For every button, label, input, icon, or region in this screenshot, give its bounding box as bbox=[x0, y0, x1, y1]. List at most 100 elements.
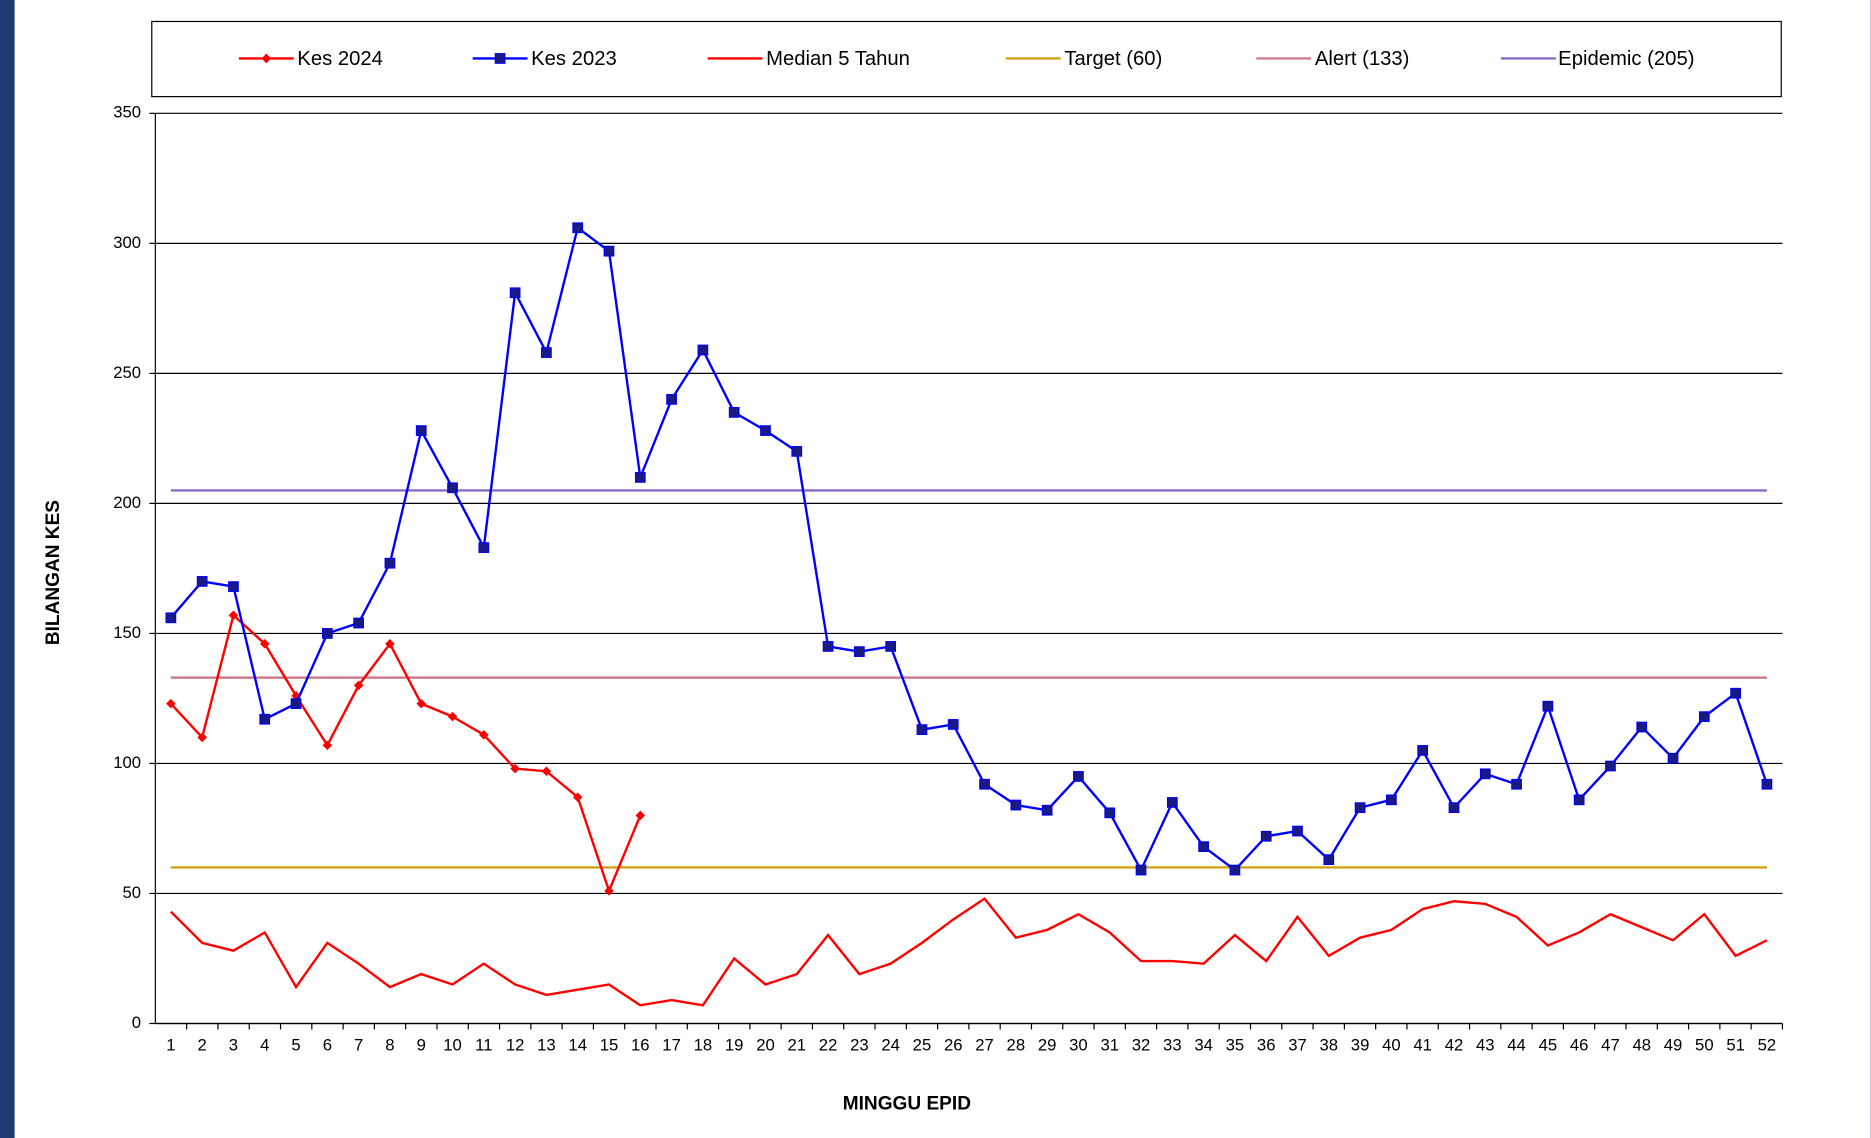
x-tick-label: 6 bbox=[323, 1036, 332, 1055]
x-tick-label: 39 bbox=[1351, 1036, 1370, 1055]
point bbox=[822, 641, 834, 652]
x-tick-label: 23 bbox=[850, 1036, 869, 1055]
y-axis-title: BILANGAN KES bbox=[43, 500, 64, 645]
x-tick-label: 18 bbox=[694, 1036, 713, 1055]
point bbox=[1386, 794, 1397, 806]
point bbox=[1479, 768, 1491, 780]
point bbox=[353, 680, 364, 691]
point bbox=[1761, 778, 1773, 790]
x-tick-label: 11 bbox=[475, 1036, 492, 1055]
x-tick-label: 19 bbox=[725, 1036, 744, 1055]
point bbox=[1573, 794, 1585, 806]
x-tick-label: 33 bbox=[1163, 1036, 1182, 1055]
x-tick-label: 49 bbox=[1664, 1036, 1683, 1055]
x-tick-label: 37 bbox=[1288, 1036, 1307, 1055]
point bbox=[1041, 804, 1053, 816]
x-tick-label: 34 bbox=[1194, 1036, 1213, 1055]
y-tick-label: 0 bbox=[132, 1013, 141, 1032]
point bbox=[478, 542, 490, 553]
x-tick-label: 2 bbox=[198, 1036, 207, 1055]
point bbox=[916, 724, 928, 736]
x-tick-label: 31 bbox=[1100, 1036, 1119, 1055]
y-tick-label: 150 bbox=[113, 623, 141, 642]
y-tick-label: 50 bbox=[122, 883, 141, 902]
point bbox=[979, 778, 990, 790]
x-tick-label: 1 bbox=[166, 1036, 175, 1055]
point bbox=[290, 698, 302, 709]
point bbox=[760, 425, 771, 436]
point bbox=[541, 347, 552, 358]
x-tick-label: 45 bbox=[1539, 1036, 1558, 1055]
x-tick-label: 13 bbox=[537, 1036, 556, 1055]
x-tick-label: 52 bbox=[1758, 1036, 1777, 1055]
x-tick-label: 16 bbox=[631, 1036, 650, 1055]
point bbox=[1229, 864, 1241, 876]
point bbox=[697, 344, 709, 356]
legend-label: Kes 2024 bbox=[297, 48, 383, 70]
series-line bbox=[170, 897, 1768, 1007]
x-tick-label: 41 bbox=[1413, 1036, 1432, 1055]
point bbox=[1636, 721, 1648, 733]
legend-label: Epidemic (205) bbox=[1558, 48, 1694, 70]
point bbox=[447, 711, 458, 722]
point bbox=[1417, 745, 1429, 756]
x-tick-label: 12 bbox=[506, 1036, 525, 1055]
point bbox=[666, 394, 677, 405]
x-tick-label: 4 bbox=[260, 1036, 269, 1055]
x-tick-label: 32 bbox=[1132, 1036, 1151, 1055]
x-tick-label: 40 bbox=[1382, 1036, 1401, 1055]
x-tick-label: 30 bbox=[1069, 1036, 1088, 1055]
x-tick-label: 10 bbox=[443, 1036, 462, 1055]
point bbox=[1166, 797, 1178, 808]
point bbox=[1667, 752, 1679, 764]
point bbox=[197, 732, 207, 743]
x-tick-label: 29 bbox=[1038, 1036, 1057, 1055]
x-tick-label: 21 bbox=[787, 1036, 806, 1055]
point bbox=[1073, 771, 1084, 782]
legend-label: Alert (133) bbox=[1315, 48, 1410, 70]
point bbox=[447, 482, 458, 494]
y-tick-label: 100 bbox=[113, 753, 141, 772]
x-tick-label: 9 bbox=[417, 1036, 426, 1055]
point bbox=[1198, 841, 1209, 853]
x-tick-label: 42 bbox=[1445, 1036, 1464, 1055]
x-tick-label: 36 bbox=[1257, 1036, 1276, 1055]
point bbox=[1292, 825, 1303, 837]
x-tick-label: 27 bbox=[975, 1036, 994, 1055]
point bbox=[165, 612, 177, 624]
point bbox=[321, 628, 333, 639]
point bbox=[166, 698, 176, 709]
point bbox=[853, 646, 865, 657]
x-tick-label: 46 bbox=[1570, 1036, 1589, 1055]
point bbox=[322, 740, 333, 751]
x-tick-label: 8 bbox=[385, 1036, 394, 1055]
x-tick-label: 35 bbox=[1226, 1036, 1245, 1055]
point bbox=[1605, 760, 1616, 772]
point bbox=[494, 53, 506, 64]
y-tick-label: 300 bbox=[113, 233, 141, 252]
x-axis-title: MINGGU EPID bbox=[843, 1094, 971, 1115]
x-tick-label: 28 bbox=[1007, 1036, 1026, 1055]
point bbox=[1104, 807, 1116, 819]
point bbox=[1511, 778, 1522, 790]
x-tick-label: 15 bbox=[600, 1036, 619, 1055]
point bbox=[1260, 830, 1272, 842]
point bbox=[885, 641, 897, 652]
point bbox=[228, 610, 239, 620]
point bbox=[509, 287, 521, 299]
x-tick-label: 22 bbox=[819, 1036, 838, 1055]
point bbox=[572, 222, 584, 234]
y-tick-label: 250 bbox=[113, 363, 141, 382]
point bbox=[1010, 799, 1022, 811]
y-tick-label: 350 bbox=[113, 103, 141, 122]
point bbox=[353, 617, 365, 629]
point bbox=[228, 581, 239, 592]
point bbox=[1698, 711, 1710, 722]
x-tick-label: 7 bbox=[354, 1036, 363, 1055]
point bbox=[259, 713, 271, 725]
x-tick-label: 50 bbox=[1695, 1036, 1714, 1055]
legend-label: Target (60) bbox=[1064, 48, 1162, 70]
x-tick-label: 17 bbox=[662, 1036, 681, 1055]
